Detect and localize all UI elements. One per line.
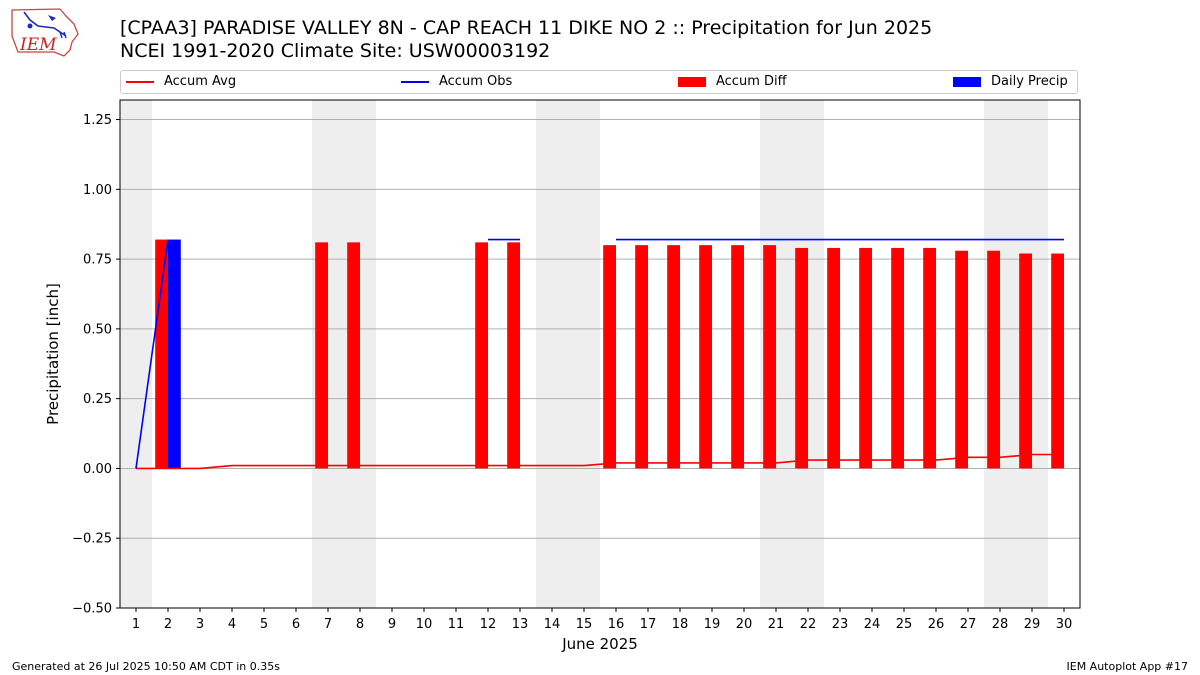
accum-diff-bar-day-22 (795, 247, 808, 469)
chart-subtitle: NCEI 1991-2020 Climate Site: USW00003192 (120, 40, 551, 62)
x-tick-label: 19 (704, 617, 721, 632)
accum-avg-line (136, 453, 1064, 470)
accum-diff-bar-day-13 (507, 242, 520, 469)
accum-diff-bar-day-21 (763, 245, 776, 469)
plot-frame (119, 99, 1081, 609)
accum-diff-bar-day-27 (955, 250, 968, 469)
logo-text: IEM (19, 35, 57, 55)
x-tick-label: 26 (928, 617, 945, 632)
accum-diff-bar-day-16 (603, 245, 616, 469)
x-tick-label: 24 (864, 617, 881, 632)
x-tick-label: 9 (388, 617, 396, 632)
x-tick-label: 28 (992, 617, 1009, 632)
accum-diff-bar-day-17 (635, 245, 648, 469)
accum-diff-bar-day-30 (1051, 253, 1064, 469)
legend-label-daily-precip: Daily Precip (991, 74, 1068, 89)
y-axis-label: Precipitation [inch] (44, 283, 62, 425)
y-tick-label: −0.25 (72, 532, 112, 547)
accum-diff-bar-day-23 (827, 247, 840, 469)
x-tick-label: 1 (132, 617, 140, 632)
x-tick-label: 6 (292, 617, 300, 632)
x-tick-label: 29 (1024, 617, 1041, 632)
y-axis-ticks: −0.50 −0.25 0.00 0.25 0.50 0.75 1.00 1.25 (72, 113, 120, 617)
accum-obs-line (135, 238, 1064, 469)
legend-swatch-daily-precip (953, 76, 981, 87)
legend-item-accum-avg: Accum Avg (126, 74, 236, 92)
iem-logo: IEM (11, 8, 79, 57)
accum-diff-bar-day-25 (891, 247, 904, 469)
accum-avg-segment-0 (136, 453, 1064, 470)
x-tick-label: 27 (960, 617, 977, 632)
x-tick-label: 20 (736, 617, 753, 632)
accum-diff-bar-day-20 (731, 245, 744, 469)
x-tick-label: 25 (896, 617, 913, 632)
legend-item-daily-precip: Daily Precip (953, 74, 1068, 92)
weekend-shading (120, 100, 1048, 608)
x-tick-label: 7 (324, 617, 332, 632)
accum-diff-bar-day-28 (987, 250, 1000, 469)
y-tick-label: −0.50 (72, 602, 112, 617)
accum-diff-bar-day-12 (475, 242, 488, 469)
accum-diff-bars (155, 239, 1064, 469)
chart-title: [CPAA3] PARADISE VALLEY 8N - CAP REACH 1… (120, 17, 933, 39)
x-tick-label: 16 (608, 617, 625, 632)
x-tick-label: 23 (832, 617, 849, 632)
weekend-shade-0 (120, 100, 152, 608)
x-tick-label: 5 (260, 617, 268, 632)
y-tick-label: 0.00 (83, 462, 112, 477)
x-axis-label: June 2025 (561, 635, 638, 653)
y-tick-label: 0.25 (83, 392, 112, 407)
x-tick-label: 4 (228, 617, 236, 632)
weekend-shade-2 (536, 100, 600, 608)
x-tick-label: 15 (576, 617, 593, 632)
app-footer: IEM Autoplot App #17 (1066, 660, 1189, 673)
legend-item-accum-diff: Accum Diff (678, 74, 787, 92)
legend-swatch-accum-obs (401, 80, 429, 83)
accum-obs-segment-0 (135, 239, 169, 469)
accum-diff-bar-day-7 (315, 242, 328, 469)
daily-precip-bars (168, 239, 181, 469)
x-tick-label: 22 (800, 617, 817, 632)
generated-footer: Generated at 26 Jul 2025 10:50 AM CDT in… (12, 660, 280, 673)
y-tick-label: 0.50 (83, 322, 112, 337)
accum-diff-bar-day-29 (1019, 253, 1032, 469)
accum-diff-bar-day-2 (155, 239, 168, 469)
legend-swatch-accum-avg (126, 80, 154, 83)
x-tick-label: 18 (672, 617, 689, 632)
legend-label-accum-obs: Accum Obs (439, 74, 513, 89)
x-tick-label: 11 (448, 617, 465, 632)
x-tick-label: 17 (640, 617, 657, 632)
x-axis-ticks: 1 2 3 4 5 6 7 8 9 10 11 12 13 14 15 16 17 18 19 20 21 22 23 24 2… (132, 608, 1072, 632)
accum-diff-bar-day-26 (923, 247, 936, 469)
x-tick-label: 21 (768, 617, 785, 632)
y-tick-label: 0.75 (83, 253, 112, 268)
legend-label-accum-avg: Accum Avg (164, 74, 237, 89)
x-tick-label: 13 (512, 617, 529, 632)
x-tick-label: 3 (196, 617, 204, 632)
accum-diff-bar-day-19 (699, 245, 712, 469)
legend-item-accum-obs: Accum Obs (401, 74, 512, 92)
y-tick-label: 1.00 (83, 183, 112, 198)
daily-precip-bar-day-2 (168, 239, 181, 469)
accum-diff-bar-day-8 (347, 242, 360, 469)
x-tick-label: 30 (1056, 617, 1073, 632)
accum-diff-bar-day-24 (859, 247, 872, 469)
y-tick-label: 1.25 (83, 113, 112, 128)
x-tick-label: 10 (416, 617, 433, 632)
accum-diff-bar-day-18 (667, 245, 680, 469)
chart-legend: Accum Avg Accum Obs Accum Diff Daily Pre… (120, 70, 1078, 94)
legend-label-accum-diff: Accum Diff (716, 74, 787, 89)
x-tick-label: 8 (356, 617, 364, 632)
x-tick-label: 2 (164, 617, 172, 632)
x-tick-label: 14 (544, 617, 561, 632)
x-tick-label: 12 (480, 617, 497, 632)
legend-swatch-accum-diff (678, 76, 706, 87)
